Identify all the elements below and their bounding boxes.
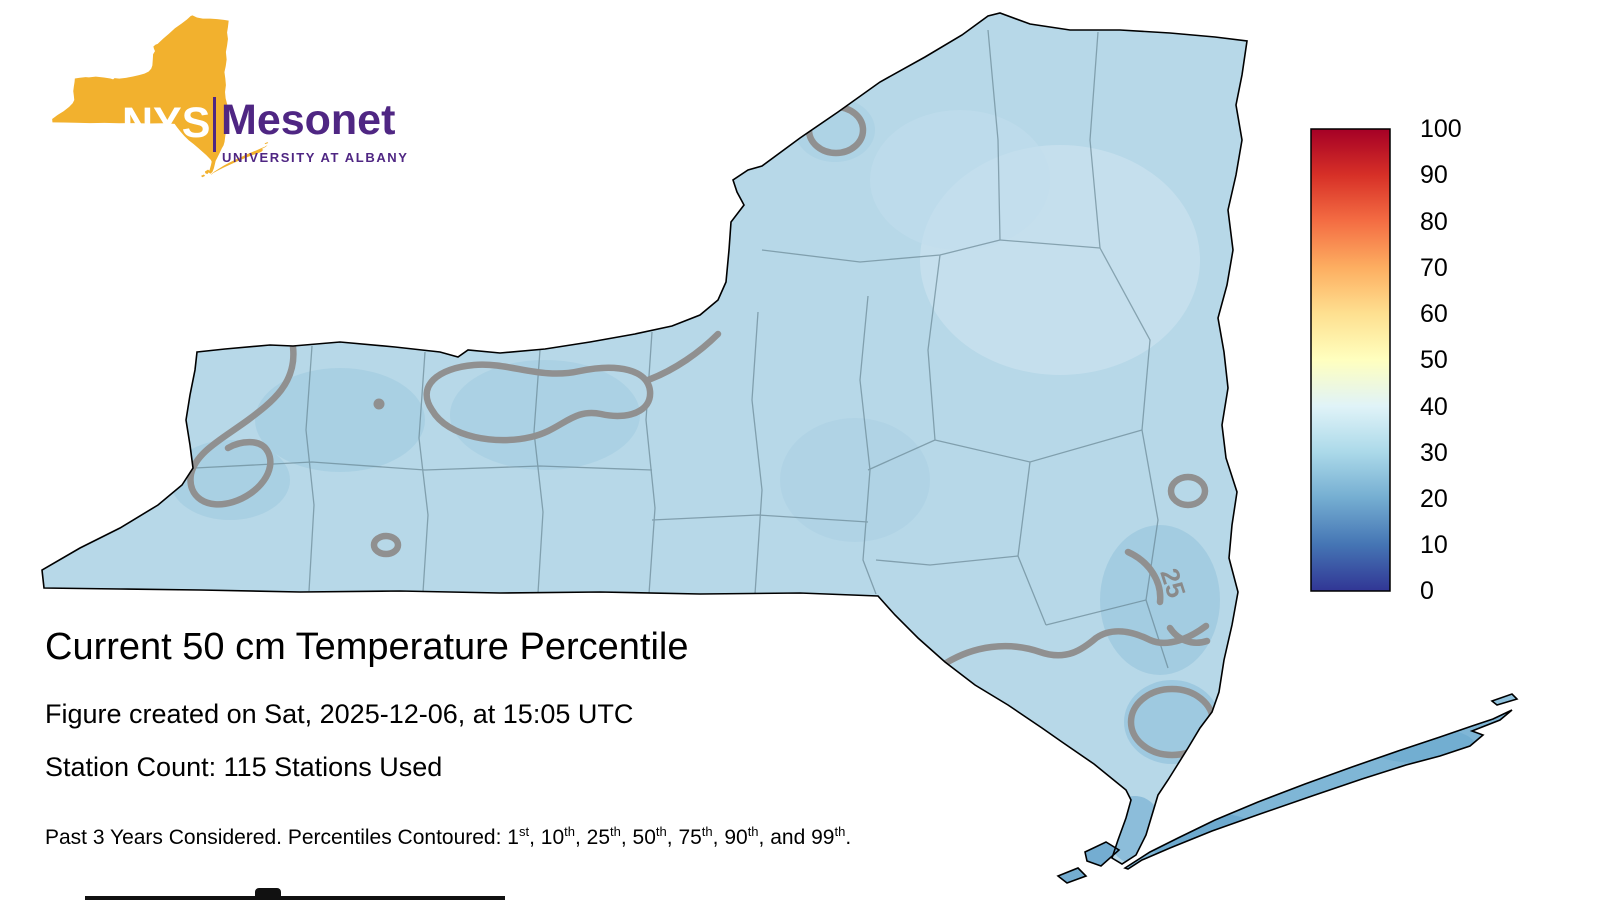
- percentile-separator: .: [845, 826, 852, 849]
- county-line: [418, 351, 429, 593]
- percentile-contour: [1167, 473, 1209, 509]
- shade-darker-region: [1365, 727, 1475, 763]
- county-line: [1099, 247, 1151, 431]
- colorbar-tick-label: 90: [1420, 161, 1448, 189]
- logo-mesonet-text: Mesonet: [221, 96, 396, 144]
- percentile-value: 75: [678, 826, 702, 849]
- percentile-ordinal: th: [564, 824, 575, 839]
- colorbar-tick-label: 30: [1420, 439, 1448, 467]
- colorbar-tick-label: 70: [1420, 254, 1448, 282]
- county-line: [651, 514, 869, 523]
- percentile-separator: ,: [574, 826, 587, 849]
- percentile-contour: [644, 330, 722, 384]
- county-line: [751, 311, 763, 595]
- station-count: Station Count: 115 Stations Used: [45, 752, 443, 782]
- colorbar-tick-label: 20: [1420, 485, 1448, 513]
- bottom-crop-artifact: [85, 896, 505, 900]
- county-line: [867, 439, 936, 471]
- county-line: [533, 349, 544, 594]
- county-line: [987, 29, 1001, 241]
- county-line: [761, 239, 1001, 263]
- percentile-contour: [942, 622, 1210, 667]
- shade-darker-region: [780, 418, 930, 542]
- shade-darker-region: [255, 368, 425, 472]
- footer-note: Past 3 Years Considered. Percentiles Con…: [45, 824, 851, 850]
- shade-darker-region: [1124, 680, 1220, 764]
- logo-nys-text: NYS: [122, 99, 211, 147]
- percentile-ordinal: th: [701, 824, 713, 839]
- county-line: [999, 239, 1101, 249]
- county-line: [1145, 599, 1169, 669]
- logo-separator: [213, 97, 216, 152]
- percentile-value: 10: [540, 826, 565, 849]
- percentile-ordinal: th: [610, 824, 621, 839]
- percentile-value: 99: [811, 826, 835, 849]
- footer-prefix: Past 3 Years Considered. Percentiles Con…: [45, 826, 508, 849]
- percentile-separator: ,: [666, 826, 679, 849]
- county-line: [305, 345, 315, 592]
- colorbar-tick-label: 0: [1420, 577, 1434, 605]
- created-timestamp: Figure created on Sat, 2025-12-06, at 15…: [45, 699, 634, 729]
- percentile-value: 90: [724, 826, 748, 849]
- percentile-separator: ,: [529, 826, 541, 849]
- county-line: [645, 331, 656, 595]
- percentile-separator: ,: [712, 826, 725, 849]
- percentile-ordinal: th: [834, 824, 846, 839]
- shade-darker-region: [1145, 812, 1265, 864]
- county-line: [927, 254, 941, 441]
- shade-lighter-region: [870, 110, 1050, 250]
- colorbar: [1310, 128, 1391, 592]
- percentile-value: 50: [632, 826, 656, 849]
- county-line: [1089, 31, 1101, 249]
- percentile-ordinal: st: [518, 824, 530, 839]
- percentile-value: 1: [507, 826, 519, 849]
- bottom-crop-artifact-bump: [255, 888, 281, 897]
- colorbar-tick-label: 80: [1420, 208, 1448, 236]
- percentile-separator: ,: [620, 826, 633, 849]
- colorbar-tick-label: 40: [1420, 393, 1448, 421]
- percentile-contour-dot: [373, 398, 385, 410]
- figure-title: Current 50 cm Temperature Percentile: [45, 626, 689, 668]
- county-line: [859, 295, 877, 595]
- colorbar-tick-label: 50: [1420, 346, 1448, 374]
- colorbar-tick-label: 100: [1420, 115, 1462, 143]
- colorbar-tick-label: 60: [1420, 300, 1448, 328]
- percentile-ordinal: th: [655, 824, 667, 839]
- percentile-contour: [1124, 548, 1164, 606]
- percentile-contour: [370, 532, 402, 558]
- percentile-contour: [423, 361, 654, 444]
- percentile-separator: , and: [758, 826, 812, 849]
- percentile-contour: [187, 343, 297, 508]
- percentile-value: 25: [586, 826, 611, 849]
- percentile-ordinal: th: [747, 824, 759, 839]
- county-line: [1045, 599, 1147, 626]
- colorbar-tick-label: 10: [1420, 531, 1448, 559]
- county-line: [875, 555, 1019, 566]
- logo-university-text: UNIVERSITY AT ALBANY: [222, 150, 409, 165]
